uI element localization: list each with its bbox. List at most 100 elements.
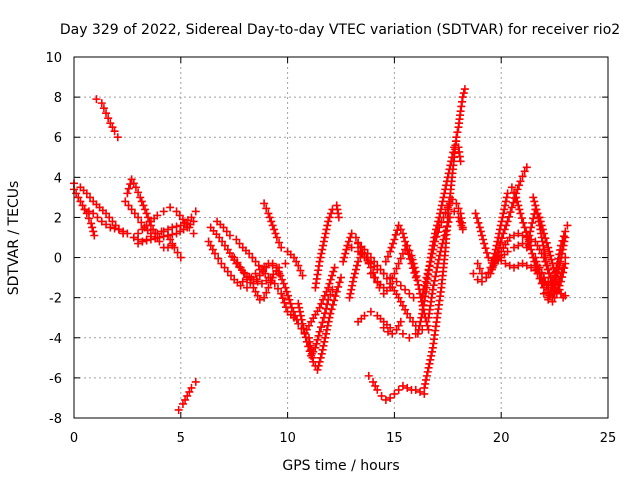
data-point — [420, 281, 429, 290]
data-point — [268, 261, 277, 270]
data-point — [440, 189, 449, 198]
data-point — [498, 213, 507, 222]
data-point — [436, 209, 445, 218]
data-point — [539, 273, 548, 282]
data-point — [220, 241, 229, 250]
data-point — [262, 288, 271, 297]
data-point — [334, 282, 343, 291]
data-point — [394, 221, 403, 230]
data-point — [529, 193, 538, 202]
data-point — [166, 235, 175, 244]
data-point — [330, 296, 339, 305]
data-point — [518, 231, 527, 240]
data-point — [520, 167, 529, 176]
data-point — [381, 395, 390, 404]
data-point — [296, 311, 305, 320]
data-point — [379, 323, 388, 332]
data-point — [438, 239, 447, 248]
data-point — [544, 295, 553, 304]
data-point — [473, 275, 482, 284]
data-point — [518, 259, 527, 268]
data-point — [426, 257, 435, 266]
data-point — [396, 297, 405, 306]
data-point — [438, 197, 447, 206]
data-point — [364, 371, 373, 380]
data-point — [153, 211, 162, 220]
data-point — [503, 189, 512, 198]
data-point — [532, 257, 541, 266]
data-point — [99, 104, 108, 113]
data-point — [430, 237, 439, 246]
data-point — [254, 261, 263, 270]
y-tick-label: -4 — [49, 332, 62, 347]
data-point — [102, 109, 111, 118]
data-point — [123, 229, 132, 238]
data-point — [354, 257, 363, 266]
data-point — [281, 283, 290, 292]
data-point — [499, 209, 508, 218]
data-point — [127, 205, 136, 214]
data-point — [176, 253, 185, 262]
data-point — [563, 221, 572, 230]
data-point — [257, 279, 266, 288]
data-point — [266, 278, 275, 287]
series-s13 — [230, 253, 284, 304]
data-point — [445, 165, 454, 174]
data-point — [544, 243, 553, 252]
data-point — [495, 229, 504, 238]
data-point — [396, 317, 405, 326]
data-point — [477, 231, 486, 240]
axis-ticks: 0 5 10 15 20 25 -8 -6 -4 -2 0 2 4 6 8 10 — [45, 51, 616, 446]
data-point — [531, 253, 540, 262]
data-point — [174, 405, 183, 414]
data-point — [315, 257, 324, 266]
data-point — [509, 198, 518, 207]
data-point — [406, 254, 415, 263]
data-point — [331, 292, 340, 301]
data-point — [342, 245, 351, 254]
data-point — [443, 203, 452, 212]
data-point — [557, 249, 566, 258]
data-point — [168, 230, 177, 239]
data-point — [377, 391, 386, 400]
data-point — [440, 231, 449, 240]
data-point — [105, 213, 114, 222]
series-s7 — [129, 203, 198, 242]
data-point — [519, 218, 528, 227]
data-point — [436, 247, 445, 256]
data-point — [453, 128, 462, 137]
data-point — [452, 199, 461, 208]
data-point — [390, 389, 399, 398]
data-point — [424, 363, 433, 372]
data-point — [546, 251, 555, 260]
data-point — [542, 281, 551, 290]
data-point — [317, 249, 326, 258]
data-point — [518, 172, 527, 181]
data-point — [386, 393, 395, 402]
data-point — [388, 274, 397, 283]
data-point — [434, 255, 443, 264]
data-point — [433, 263, 442, 272]
data-point — [480, 239, 489, 248]
data-point — [168, 239, 177, 248]
data-point — [457, 221, 466, 230]
data-point — [524, 235, 533, 244]
data-point — [423, 269, 432, 278]
y-tick-label: -2 — [49, 292, 62, 307]
data-point — [296, 266, 305, 275]
data-point — [396, 254, 405, 263]
data-point — [456, 157, 465, 166]
data-point — [442, 181, 451, 190]
data-point — [320, 291, 329, 300]
data-point — [290, 253, 299, 262]
data-point — [403, 383, 412, 392]
data-point — [142, 235, 151, 244]
data-point — [522, 243, 531, 252]
data-point — [475, 264, 484, 273]
data-point — [423, 321, 432, 330]
data-point — [315, 327, 324, 336]
data-point — [166, 203, 175, 212]
data-point — [151, 229, 160, 238]
data-point — [398, 381, 407, 390]
data-point — [295, 303, 304, 312]
